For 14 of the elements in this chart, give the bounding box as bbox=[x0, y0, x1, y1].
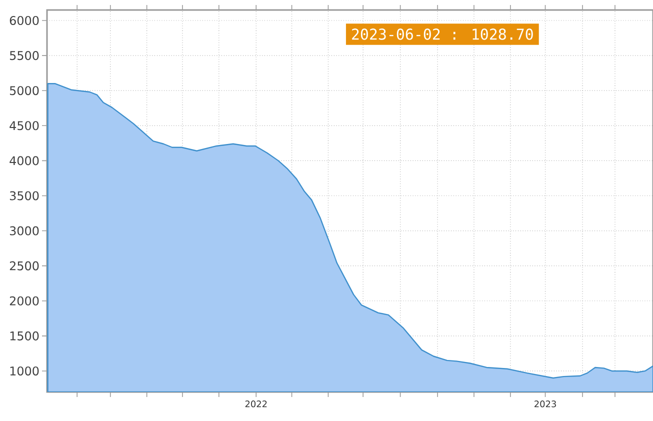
y-tick-label: 1500 bbox=[10, 331, 39, 340]
y-tick-label: 2500 bbox=[10, 261, 39, 270]
y-tick-label: 2000 bbox=[10, 296, 39, 306]
x-tick-label: 2022 bbox=[245, 400, 267, 408]
y-tick-label: 1000 bbox=[10, 366, 39, 376]
y-tick-label: 4500 bbox=[10, 121, 39, 130]
x-tick-label: 2023 bbox=[534, 400, 556, 408]
y-tick-label: 3500 bbox=[10, 191, 39, 200]
y-tick-label: 6000 bbox=[10, 16, 39, 26]
y-tick-label: 5000 bbox=[10, 86, 39, 96]
y-tick-label: 4000 bbox=[10, 156, 39, 166]
y-tick-label: 5500 bbox=[10, 51, 39, 60]
annotation: 2023-06-02 : 1028.70 bbox=[352, 28, 533, 40]
y-tick-label: 3000 bbox=[10, 226, 39, 236]
